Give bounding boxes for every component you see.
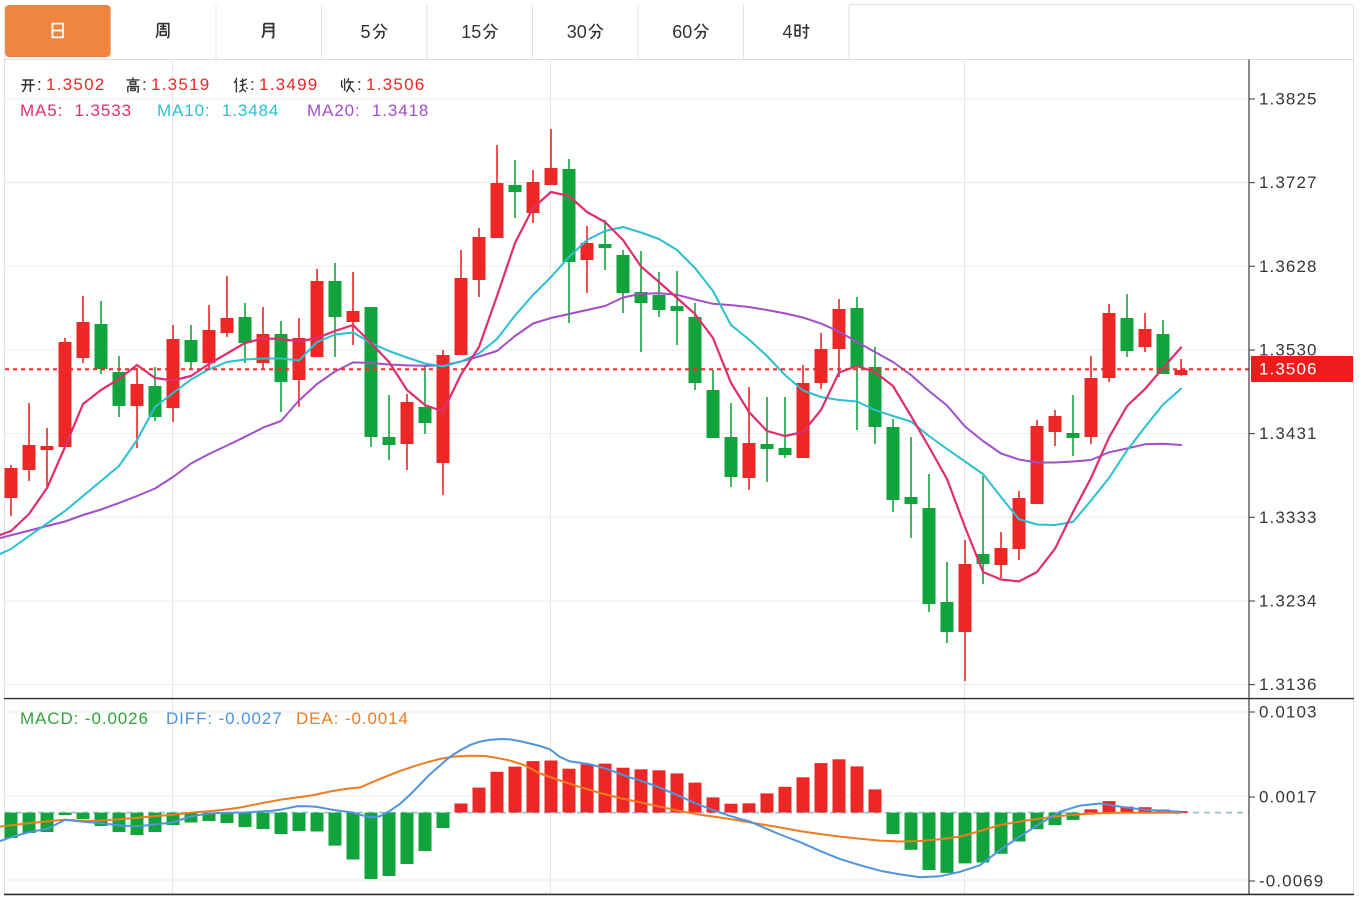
svg-text:1.3825: 1.3825 bbox=[1259, 90, 1318, 109]
svg-text::: : bbox=[37, 75, 42, 94]
svg-text:1.3499: 1.3499 bbox=[259, 75, 319, 94]
svg-text:60: 60 bbox=[672, 22, 692, 42]
svg-text:MA10: 1.3484: MA10: 1.3484 bbox=[157, 101, 279, 120]
svg-text:MA5: 1.3533: MA5: 1.3533 bbox=[20, 101, 132, 120]
svg-text:30: 30 bbox=[567, 22, 587, 42]
svg-text::: : bbox=[142, 75, 147, 94]
svg-text:15: 15 bbox=[461, 22, 481, 42]
svg-text:-0.0069: -0.0069 bbox=[1259, 872, 1324, 891]
svg-text:DIFF: -0.0027: DIFF: -0.0027 bbox=[166, 709, 283, 728]
svg-text:MACD: -0.0026: MACD: -0.0026 bbox=[20, 709, 149, 728]
svg-text:4: 4 bbox=[783, 22, 793, 42]
svg-text:1.3506: 1.3506 bbox=[1259, 360, 1318, 379]
svg-text:1.3431: 1.3431 bbox=[1259, 424, 1318, 443]
svg-text:0.0017: 0.0017 bbox=[1259, 788, 1318, 807]
svg-text:5: 5 bbox=[361, 22, 371, 42]
svg-text:0.0103: 0.0103 bbox=[1259, 703, 1318, 722]
svg-text:DEA: -0.0014: DEA: -0.0014 bbox=[296, 709, 409, 728]
svg-text:1.3502: 1.3502 bbox=[46, 75, 106, 94]
svg-text::: : bbox=[250, 75, 255, 94]
svg-text:1.3234: 1.3234 bbox=[1259, 592, 1318, 611]
svg-text:1.3519: 1.3519 bbox=[151, 75, 211, 94]
svg-text:1.3136: 1.3136 bbox=[1259, 675, 1318, 694]
svg-text:1.3727: 1.3727 bbox=[1259, 173, 1318, 192]
svg-text:MA20: 1.3418: MA20: 1.3418 bbox=[307, 101, 429, 120]
svg-text::: : bbox=[357, 75, 362, 94]
svg-text:1.3628: 1.3628 bbox=[1259, 257, 1318, 276]
svg-text:1.3333: 1.3333 bbox=[1259, 508, 1318, 527]
svg-text:1.3530: 1.3530 bbox=[1259, 341, 1318, 360]
svg-text:1.3506: 1.3506 bbox=[366, 75, 426, 94]
